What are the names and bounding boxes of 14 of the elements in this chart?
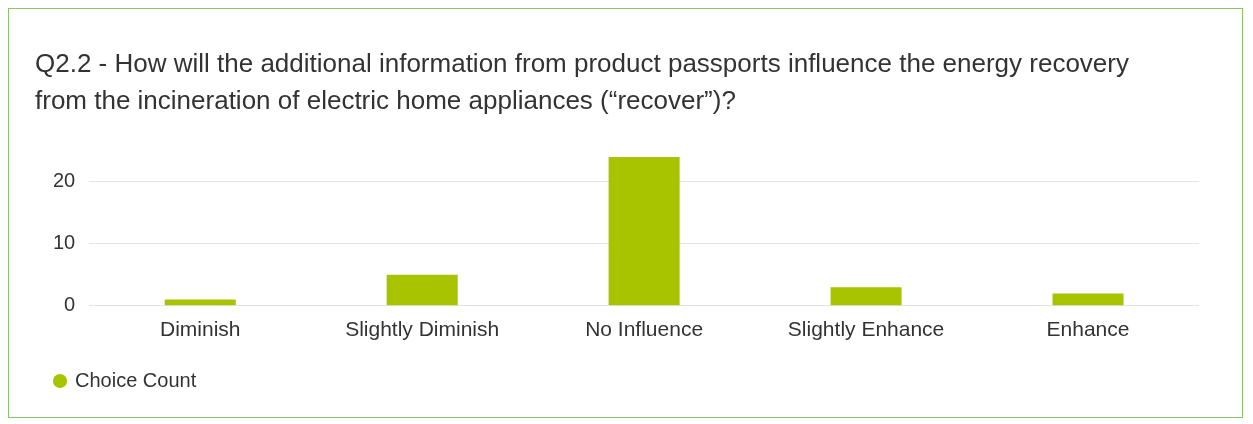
x-tick-label: Slightly Diminish — [345, 317, 500, 341]
bar — [830, 287, 902, 306]
bar — [386, 274, 458, 306]
x-tick-label: Enhance — [1046, 317, 1130, 341]
x-tick-label: Slightly Enhance — [787, 317, 945, 341]
y-tick-label: 0 — [64, 293, 76, 316]
x-tick-label: Diminish — [159, 317, 241, 341]
bar — [1052, 293, 1124, 306]
legend-label: Choice Count — [75, 368, 197, 391]
y-tick-label: 10 — [53, 231, 76, 254]
y-tick-label: 20 — [53, 169, 76, 192]
x-tick-label: No Influence — [585, 317, 704, 341]
chart-title: Q2.2 - How will the additional information from product passports influence the energy recovery from the incineration of electric home appliances (“recover”)? — [35, 47, 1130, 117]
bar — [608, 157, 680, 306]
